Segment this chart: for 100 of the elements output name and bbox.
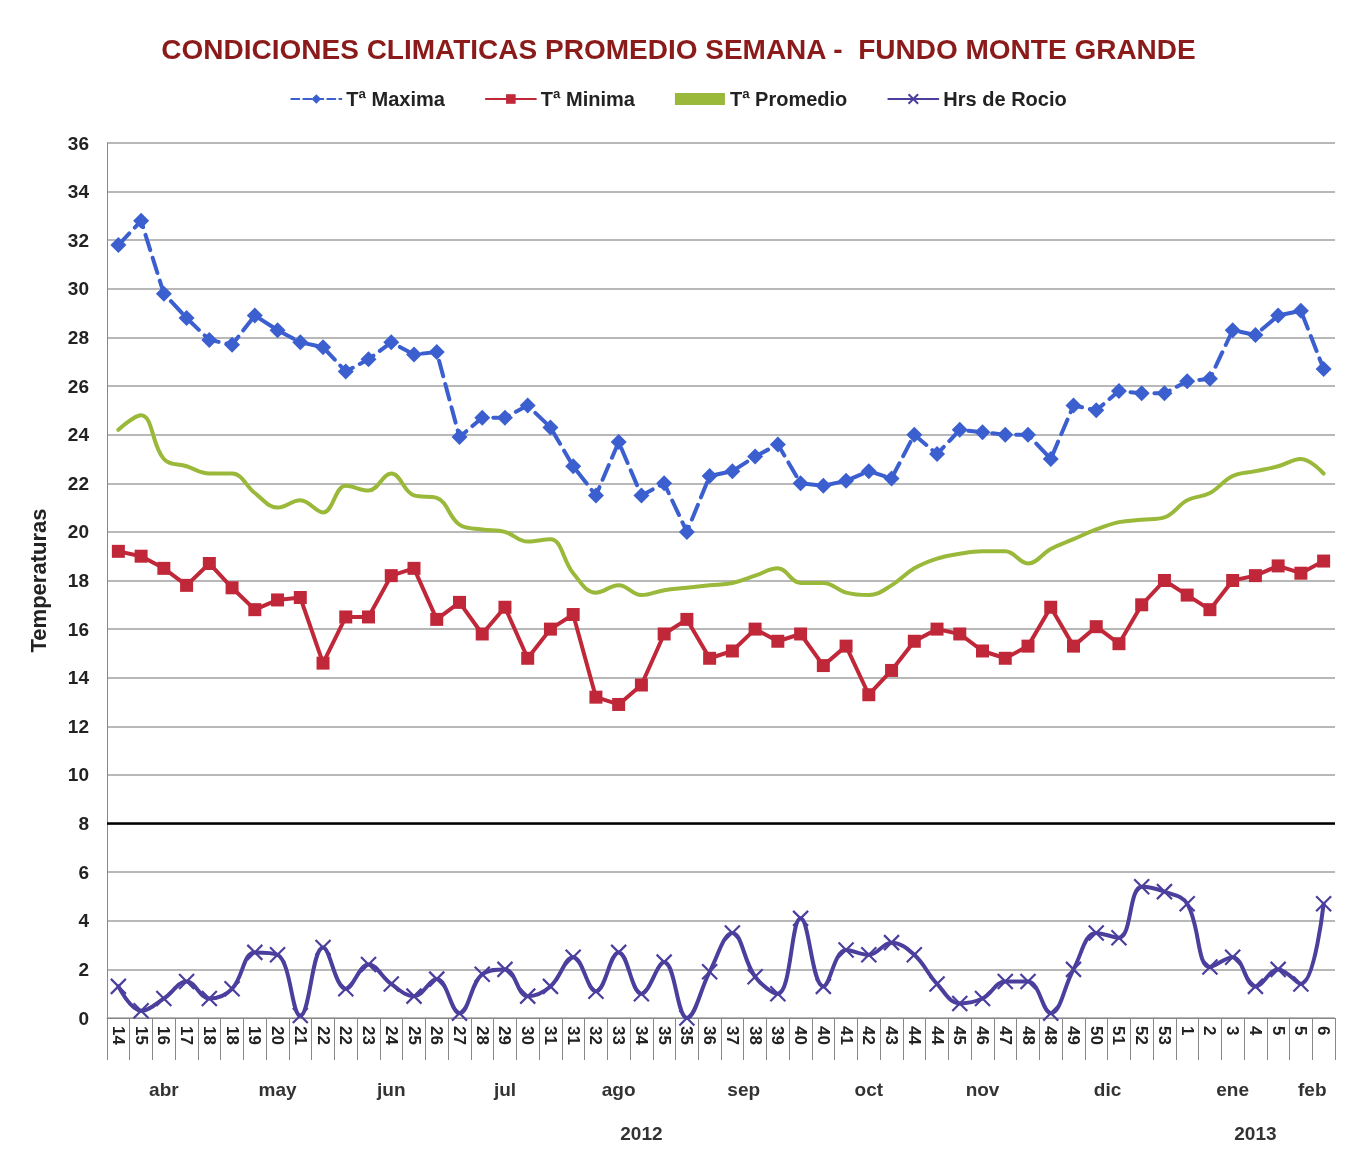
point: [246, 307, 263, 324]
text: feb: [1298, 1078, 1327, 1100]
x-tick-label: 35: [654, 1026, 674, 1045]
point: [1087, 924, 1105, 942]
x-tick-label: 5: [1268, 1026, 1288, 1036]
point: [905, 946, 923, 964]
point: [885, 663, 899, 677]
point: [792, 475, 809, 492]
point: [976, 644, 990, 658]
y-tick-label: 14: [67, 667, 90, 689]
point: [860, 463, 877, 480]
text: abr: [149, 1078, 180, 1100]
point: [474, 409, 491, 426]
x-tick-label: 5: [1291, 1026, 1311, 1036]
point: [292, 334, 309, 351]
point: [610, 943, 628, 961]
point: [930, 622, 944, 636]
legend-label: Hrs de Rocio: [943, 88, 1067, 110]
point: [360, 351, 377, 368]
point: [177, 972, 196, 991]
point: [519, 397, 536, 414]
point: [883, 470, 900, 487]
point: [200, 989, 218, 1008]
point: [882, 934, 901, 952]
point: [407, 561, 421, 575]
point: [1021, 639, 1035, 653]
y-tick-label: 24: [67, 424, 90, 446]
x-tick-label: 52: [1132, 1026, 1152, 1045]
point: [951, 994, 969, 1013]
point: [1112, 637, 1126, 651]
x-tick-label: 30: [518, 1026, 538, 1045]
point: [132, 1002, 150, 1020]
point: [451, 429, 468, 446]
x-tick-label: 51: [1109, 1026, 1129, 1045]
point: [428, 344, 445, 361]
legend-label: Tª Maxima: [346, 88, 446, 110]
y-tick-label: 2: [78, 958, 89, 980]
x-tick-label: 49: [1063, 1026, 1083, 1045]
x-tick-label: 31: [540, 1026, 560, 1045]
y-tick-label: 8: [78, 813, 89, 835]
point: [589, 690, 603, 704]
point: [632, 985, 651, 1003]
x-tick-label: 21: [290, 1026, 310, 1045]
point: [1065, 397, 1082, 414]
point: [337, 980, 355, 998]
x-tick-label: 44: [927, 1026, 947, 1046]
x-tick-label: 45: [950, 1026, 970, 1045]
point: [1180, 588, 1194, 602]
x-tick-label: 47: [995, 1026, 1015, 1045]
y-tick-label: 16: [67, 618, 89, 640]
point: [496, 960, 514, 978]
point: [747, 448, 764, 465]
point: [997, 426, 1014, 443]
x-tick-label: 43: [882, 1026, 902, 1045]
point: [223, 980, 241, 998]
point: [1019, 972, 1037, 991]
point: [862, 688, 876, 702]
x-tick-label: 33: [609, 1026, 629, 1045]
x-tick-label: 46: [973, 1026, 993, 1045]
point: [1088, 402, 1105, 419]
point: [362, 610, 376, 624]
point: [293, 591, 307, 605]
point: [315, 339, 332, 356]
point: [906, 426, 923, 443]
point: [703, 651, 717, 665]
point: [430, 612, 444, 626]
point: [1044, 600, 1058, 614]
point: [816, 659, 830, 673]
y-tick-label: 28: [67, 326, 89, 348]
point: [974, 424, 991, 441]
point: [612, 697, 626, 711]
point: [248, 603, 262, 617]
x-tick-label: 23: [359, 1026, 379, 1045]
x-tick-label: 19: [245, 1026, 265, 1045]
x-tick-label: 2: [1200, 1026, 1220, 1036]
text: sep: [727, 1078, 761, 1100]
point: [133, 212, 150, 229]
y-tick-label: 18: [67, 570, 89, 591]
point: [953, 627, 967, 641]
x-tick-label: 42: [859, 1026, 879, 1045]
point: [1020, 426, 1036, 443]
point: [1315, 361, 1332, 378]
x-tick-label: 38: [745, 1026, 765, 1045]
x-tick-label: 22: [313, 1026, 333, 1045]
point: [224, 336, 241, 353]
point: [521, 651, 535, 665]
y-axis-title: Temperaturas: [25, 508, 51, 653]
point: [1133, 878, 1151, 896]
point: [907, 634, 921, 648]
point: [587, 487, 604, 504]
x-tick-label: 6: [1314, 1026, 1334, 1036]
point: [564, 948, 582, 966]
text: 2013: [1234, 1122, 1277, 1144]
point: [271, 593, 285, 607]
point: [1155, 883, 1174, 901]
x-tick-label: 48: [1018, 1026, 1038, 1045]
y-tick-label: 30: [67, 278, 89, 300]
point: [1226, 574, 1240, 587]
point: [383, 334, 400, 351]
point: [542, 419, 559, 436]
